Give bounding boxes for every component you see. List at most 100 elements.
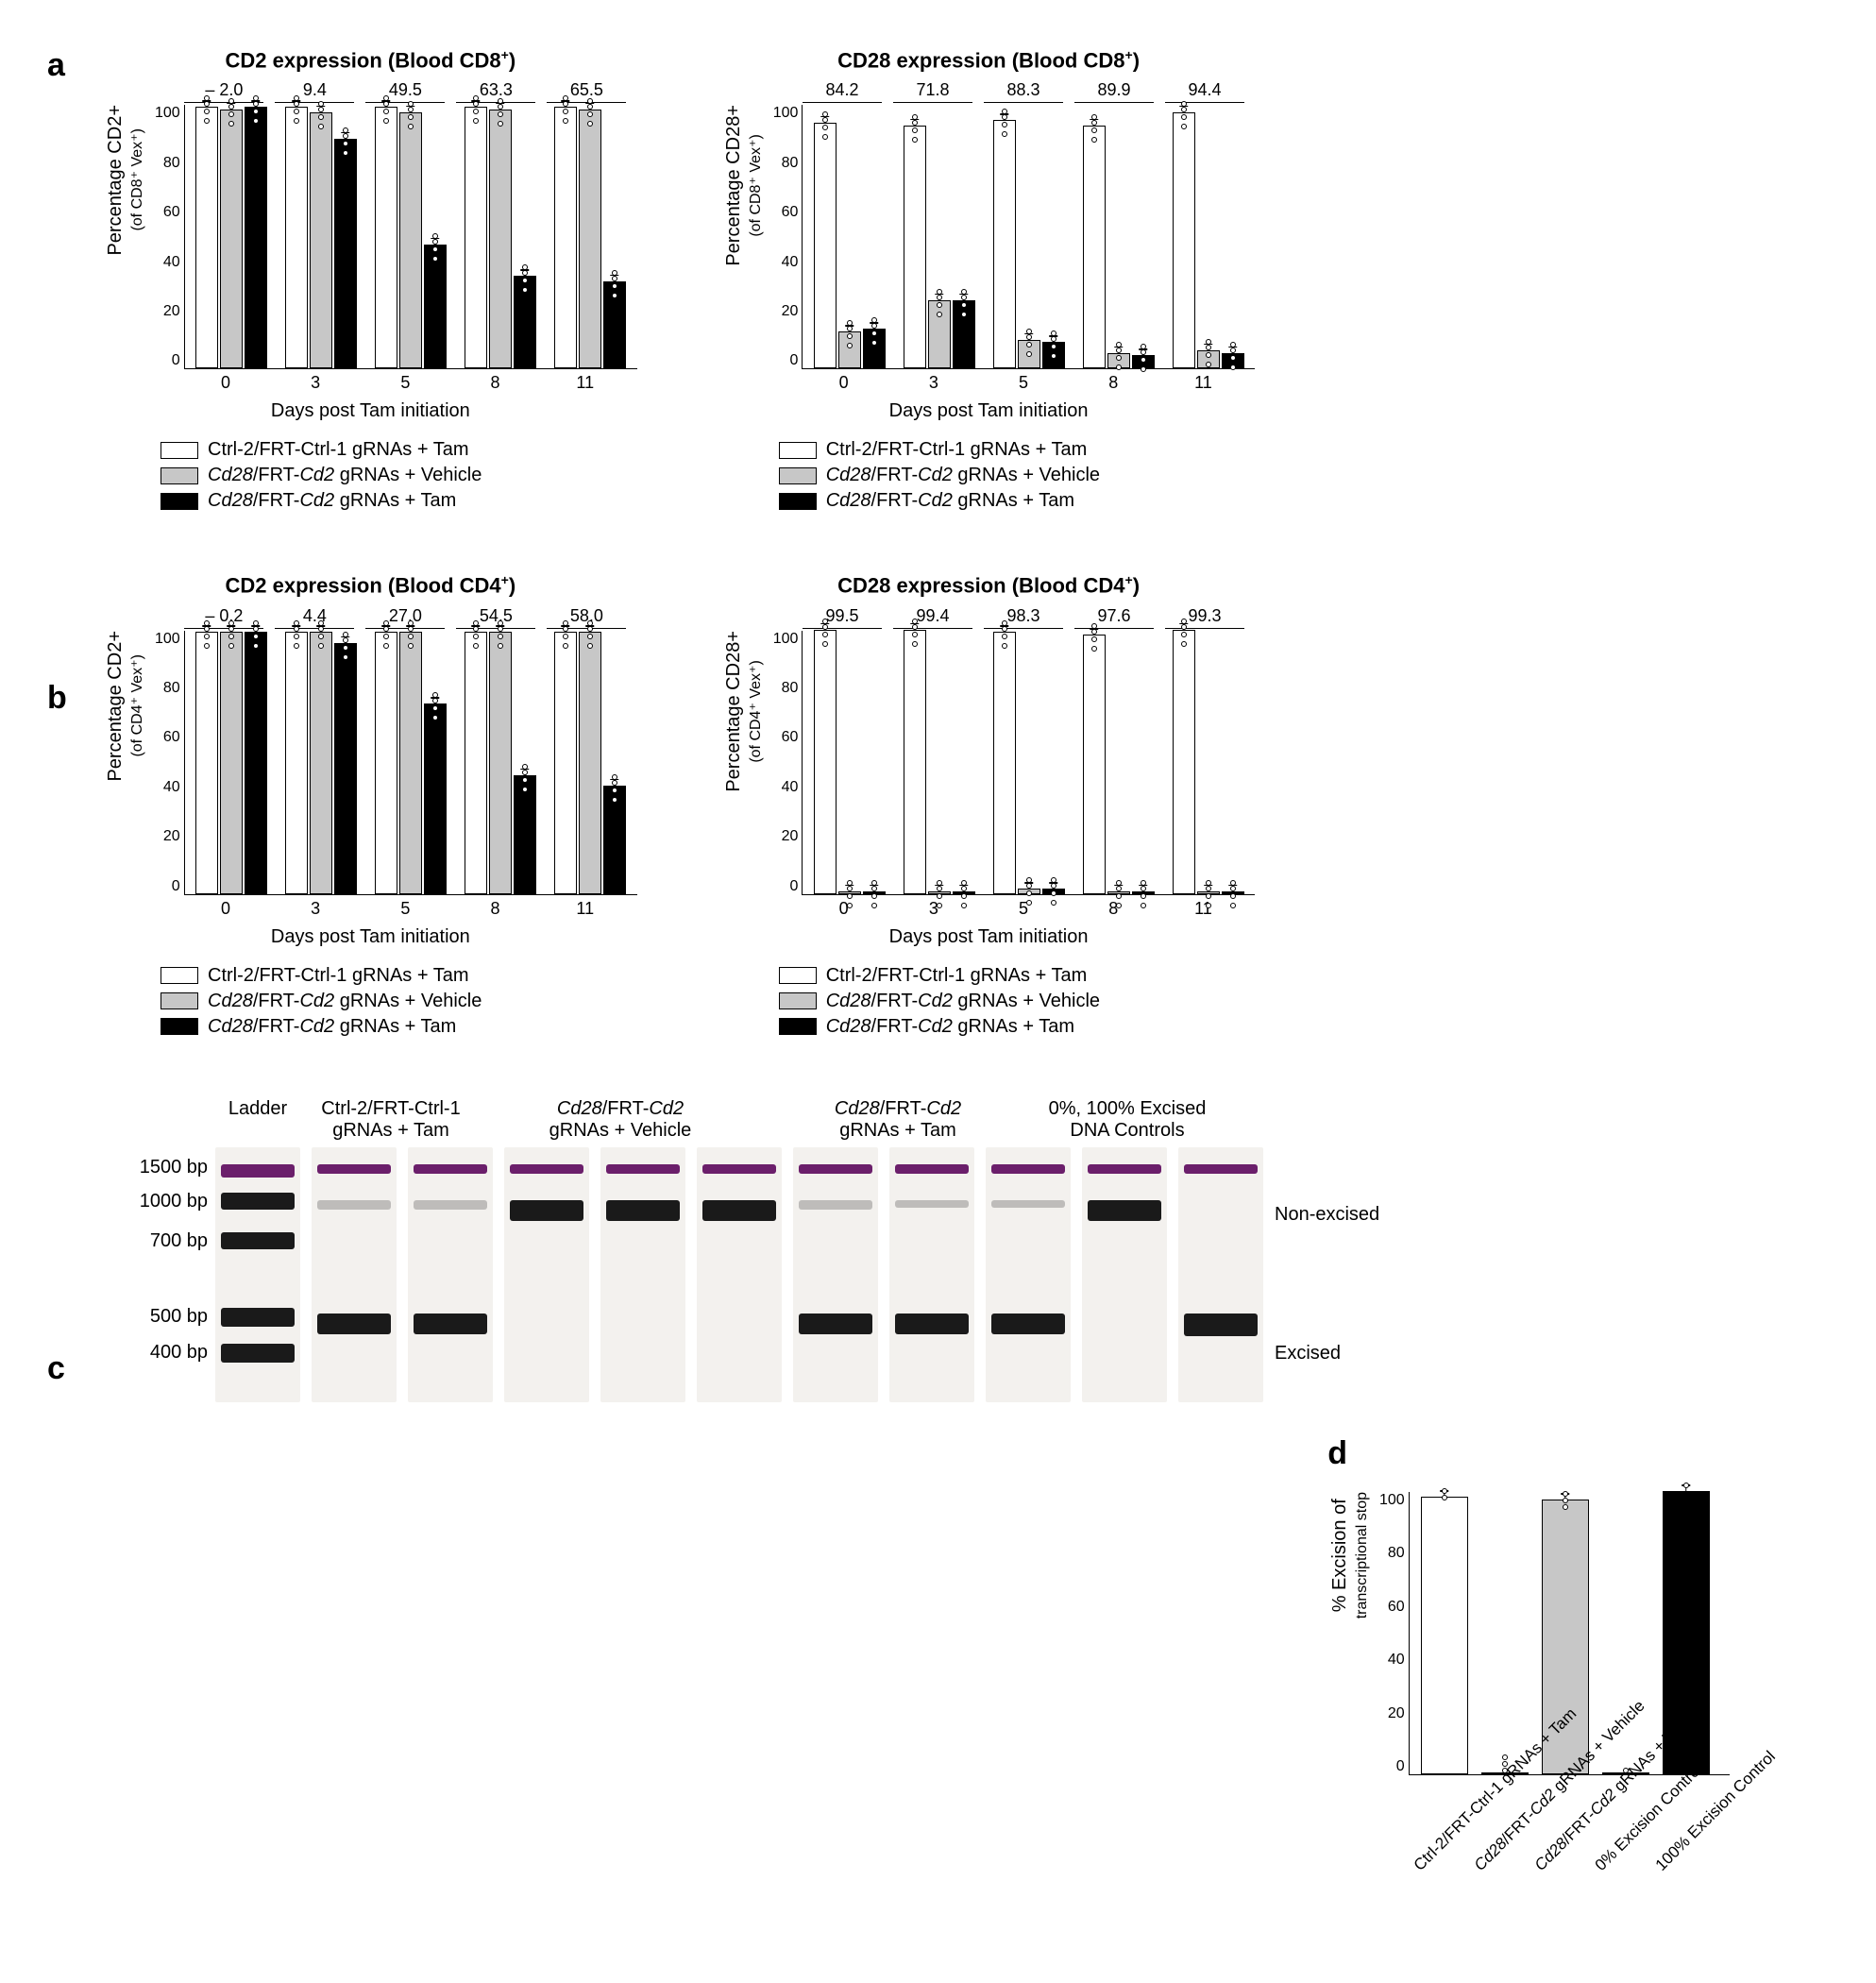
- bar-group: [462, 107, 540, 368]
- top-number: 88.3: [984, 80, 1063, 103]
- gel-side-labels: Non-excisedExcised: [1275, 1147, 1379, 1402]
- bar-group: [1079, 635, 1158, 893]
- bar: [220, 110, 243, 368]
- y-axis-label: % Excision oftranscriptional stop: [1328, 1492, 1374, 1619]
- gel-header: Ctrl-2/FRT-Ctrl-1gRNAs + Tam: [300, 1098, 482, 1142]
- chart-title: CD2 expression (Blood CD4+): [226, 572, 516, 598]
- bar: [399, 112, 422, 369]
- top-number: 94.4: [1165, 80, 1244, 103]
- bar: [1083, 635, 1106, 893]
- top-number: 97.6: [1074, 606, 1154, 629]
- bar-group: [1169, 630, 1247, 894]
- panel-d: % Excision oftranscriptional stop1008060…: [1328, 1483, 1763, 1847]
- bar-chart: CD28 expression (Blood CD4+)99.599.498.3…: [722, 572, 1256, 1041]
- bar: [554, 632, 577, 893]
- x-tick: 0% Excision Control: [1592, 1828, 1638, 1874]
- bar-group: [193, 632, 271, 893]
- bar: [1083, 126, 1106, 369]
- plot-area: [802, 631, 1255, 895]
- bar: [579, 632, 601, 893]
- y-axis-ticks: 100806040200: [773, 105, 799, 369]
- bar: [1042, 342, 1065, 368]
- bar: [285, 632, 308, 893]
- x-tick: 11: [1164, 373, 1242, 393]
- panel-c: LadderCtrl-2/FRT-Ctrl-1gRNAs + TamCd28/F…: [104, 1098, 1838, 1402]
- legend-item: Cd28/FRT-Cd2 gRNAs + Tam: [161, 490, 482, 512]
- panel-b: CD2 expression (Blood CD4+)– 0.24.427.05…: [104, 572, 1838, 1041]
- bp-labels: 1500 bp1000 bp700 bp500 bp400 bp: [104, 1147, 208, 1402]
- x-tick: 5: [366, 373, 445, 393]
- legend-item: Cd28/FRT-Cd2 gRNAs + Vehicle: [161, 991, 482, 1012]
- bar: [814, 630, 837, 894]
- x-tick: 0: [186, 899, 264, 919]
- bar: [489, 110, 512, 368]
- bar-group: [462, 632, 540, 893]
- bar: [1222, 891, 1244, 894]
- bar: [1107, 891, 1130, 894]
- legend-item: Cd28/FRT-Cd2 gRNAs + Tam: [161, 1016, 482, 1038]
- bar-group: [810, 630, 888, 894]
- panel-d-label: d: [1327, 1435, 1347, 1472]
- bar: [863, 891, 886, 894]
- gel-lanes: [215, 1147, 1263, 1402]
- legend-item: Ctrl-2/FRT-Ctrl-1 gRNAs + Tam: [161, 965, 482, 987]
- gel-header: 0%, 100% ExcisedDNA Controls: [1037, 1098, 1218, 1142]
- x-tick: 8: [456, 899, 534, 919]
- panel-c-label: c: [47, 1350, 65, 1387]
- y-axis-label: Percentage CD2+(of CD8⁺ Vex⁺): [104, 105, 149, 256]
- y-axis-ticks: 100806040200: [1379, 1492, 1405, 1775]
- bar: [863, 329, 886, 368]
- gel-lane: [215, 1147, 300, 1402]
- x-tick: 8: [1074, 373, 1153, 393]
- bar-group: [900, 126, 978, 369]
- gel-lane: [1082, 1147, 1167, 1402]
- legend: Ctrl-2/FRT-Ctrl-1 gRNAs + Tam Cd28/FRT-Cd…: [161, 965, 482, 1042]
- bar-group: [551, 107, 630, 368]
- y-axis-ticks: 100806040200: [773, 631, 799, 895]
- gel-lane: [600, 1147, 685, 1402]
- x-axis-label: Days post Tam initiation: [271, 400, 470, 422]
- y-axis-ticks: 100806040200: [155, 105, 180, 369]
- bar: [814, 123, 837, 368]
- gel-lane: [312, 1147, 397, 1402]
- x-tick: 100% Excision Control: [1652, 1828, 1699, 1874]
- bar: [399, 632, 422, 893]
- bar-group: [1169, 112, 1247, 369]
- bar-group: [372, 632, 450, 893]
- bar-group: [810, 123, 888, 368]
- x-axis-ticks: Ctrl-2/FRT-Ctrl-1 gRNAs + TamCd28/FRT-Cd…: [1385, 1775, 1706, 1847]
- bar: [195, 107, 218, 368]
- bar: [579, 110, 601, 368]
- x-tick: 11: [546, 899, 624, 919]
- y-axis-label: Percentage CD2+(of CD4⁺ Vex⁺): [104, 631, 149, 782]
- bar: [334, 139, 357, 369]
- plot-area: [184, 105, 637, 369]
- bar: [514, 276, 536, 368]
- x-tick: 3: [894, 373, 972, 393]
- top-number: 89.9: [1074, 80, 1154, 103]
- bar-group: [372, 107, 450, 368]
- bar: [424, 703, 447, 894]
- bar-group: [989, 120, 1068, 368]
- top-number: 84.2: [803, 80, 882, 103]
- bar: [1107, 353, 1130, 369]
- panel-b-label: b: [47, 680, 67, 717]
- bar-group: [989, 632, 1068, 893]
- gel-lane: [986, 1147, 1071, 1402]
- bar: [424, 245, 447, 369]
- gel-headers: LadderCtrl-2/FRT-Ctrl-1gRNAs + TamCd28/F…: [104, 1098, 1838, 1142]
- gel-lane: [697, 1147, 782, 1402]
- gel-lane: [793, 1147, 878, 1402]
- top-number: 71.8: [893, 80, 972, 103]
- gel-lane: [889, 1147, 974, 1402]
- bar: [1018, 340, 1040, 369]
- x-tick: Ctrl-2/FRT-Ctrl-1 gRNAs + Tam: [1411, 1828, 1457, 1874]
- bar: [465, 632, 487, 893]
- legend-item: Cd28/FRT-Cd2 gRNAs + Vehicle: [779, 465, 1100, 486]
- bar: [245, 632, 267, 893]
- legend: Ctrl-2/FRT-Ctrl-1 gRNAs + TamCd28/FRT-Cd…: [161, 439, 482, 516]
- gel-header: Cd28/FRT-Cd2gRNAs + Vehicle: [482, 1098, 759, 1142]
- legend-item: Cd28/FRT-Cd2 gRNAs + Vehicle: [161, 465, 482, 486]
- figure: a CD2 expression (Blood CD8+)– 2.09.449.…: [38, 47, 1838, 1402]
- y-axis-label: Percentage CD28+(of CD4⁺ Vex⁺): [722, 631, 768, 792]
